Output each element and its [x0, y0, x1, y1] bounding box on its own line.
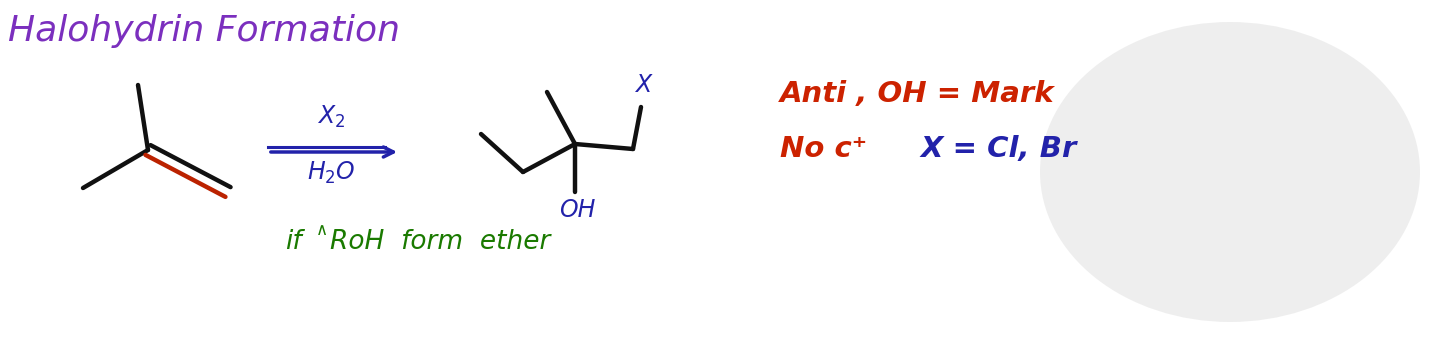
Text: $X_2$: $X_2$: [317, 104, 346, 130]
Text: X = Cl, Br: X = Cl, Br: [920, 135, 1076, 163]
Text: Halohydrin Formation: Halohydrin Formation: [9, 14, 400, 48]
Text: RoH  form  ether: RoH form ether: [330, 229, 550, 255]
Text: OH: OH: [559, 198, 595, 222]
Text: ∧: ∧: [315, 221, 328, 239]
Text: Anti , OH = Mark: Anti , OH = Mark: [780, 80, 1054, 108]
Text: $H_2O$: $H_2O$: [307, 160, 356, 186]
Text: X: X: [635, 73, 651, 97]
Text: if: if: [285, 229, 301, 255]
Ellipse shape: [1040, 22, 1420, 322]
Text: No c⁺: No c⁺: [780, 135, 867, 163]
